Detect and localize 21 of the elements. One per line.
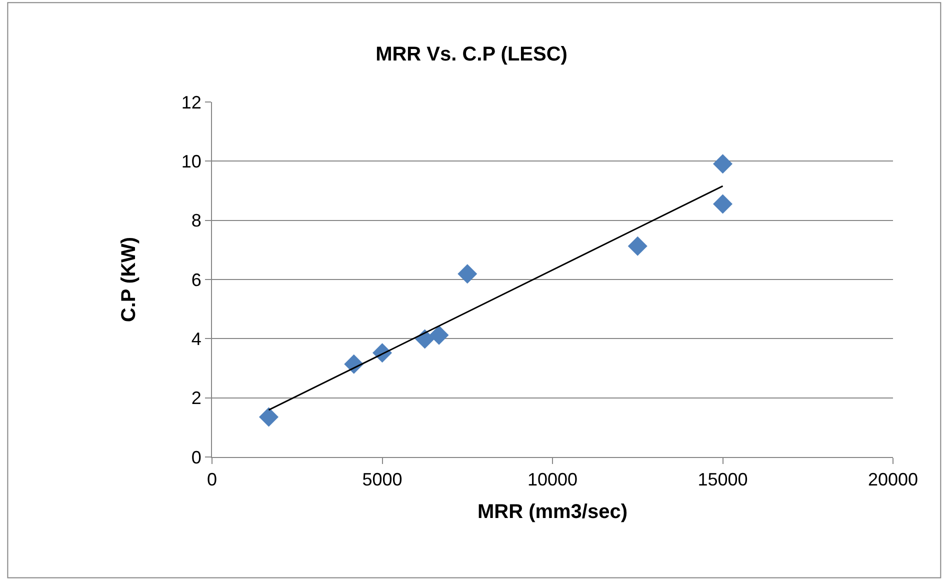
point xyxy=(429,325,449,345)
point xyxy=(713,154,732,174)
y-tick-label: 12 xyxy=(181,92,202,112)
point xyxy=(713,194,732,214)
x-tick-label: 5000 xyxy=(362,470,402,490)
y-tick-label: 8 xyxy=(191,210,202,231)
y-axis-title: C.P (KW) xyxy=(118,236,140,322)
point xyxy=(458,264,478,284)
chart-title: MRR Vs. C.P (LESC) xyxy=(376,43,568,66)
y-tick-label: 4 xyxy=(191,328,202,349)
point xyxy=(628,236,648,256)
y-tick-label: 0 xyxy=(191,447,202,468)
y-tick-label: 6 xyxy=(191,270,202,290)
x-tick-label: 20000 xyxy=(868,470,918,490)
x-tick-label: 10000 xyxy=(527,470,578,490)
y-tick-label: 10 xyxy=(181,151,202,172)
x-axis-title: MRR (mm3/sec) xyxy=(477,501,628,524)
x-tick-label: 0 xyxy=(206,470,218,490)
point xyxy=(259,407,279,427)
y-tick-label: 2 xyxy=(191,388,202,408)
x-tick-label: 15000 xyxy=(698,470,748,490)
